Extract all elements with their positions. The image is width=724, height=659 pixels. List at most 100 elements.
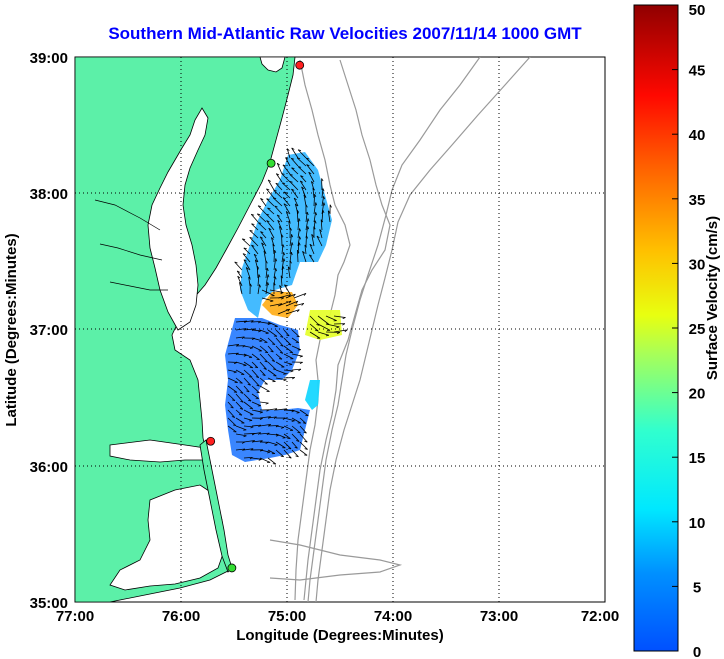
velocity-vector-head [278,358,283,360]
velocity-vector-head [270,300,274,303]
velocity-vector [267,449,276,454]
velocity-vector-head [256,391,260,394]
velocity-vector-head [301,186,305,190]
velocity-vector-head [280,455,284,458]
velocity-vector-head [255,376,259,379]
velocity-vector-head [276,173,280,176]
velocity-vector-head [266,198,270,200]
velocity-vector [309,243,315,255]
velocity-vector [309,254,315,263]
velocity-vector [291,147,299,159]
velocity-vector-head [336,326,340,329]
velocity-vector [267,179,275,191]
velocity-vector-head [325,334,329,337]
velocity-vector [251,424,261,427]
velocity-vector-head [249,236,253,239]
velocity-vector-head [329,204,332,208]
velocity-vector-head [315,329,319,332]
velocity-vector [267,433,279,436]
velocity-vector [260,231,267,239]
velocity-vector-head [299,355,303,358]
velocity-vector-head [258,432,261,435]
velocity-vector-head [304,244,307,248]
chesapeake-bay [147,107,209,331]
velocity-vector-head [266,267,269,271]
velocity-vector [327,210,331,223]
velocity-vector-head [263,250,267,254]
velocity-vector-head [294,446,298,449]
velocity-vector-head [250,426,254,429]
velocity-vector [291,409,300,413]
velocity-vector [285,309,300,315]
velocity-vector-head [288,343,292,346]
velocity-vector-head [291,242,294,246]
velocity-vector [243,361,254,369]
velocity-vector [317,331,330,336]
velocity-vector [235,448,245,451]
velocity-vector-head [285,157,289,160]
velocity-vector-head [282,164,286,167]
velocity-vector-head [283,258,286,262]
velocity-vector [259,377,268,385]
velocity-vector-head [298,166,302,168]
velocity-vector [297,218,300,231]
velocity-vector [272,197,283,207]
velocity-vector-head [275,182,279,185]
velocity-vector-head [258,424,262,428]
velocity-vector-head [321,178,324,182]
velocity-vector [267,416,277,419]
velocity-vector-head [243,247,247,250]
velocity-vector [285,300,298,307]
x-tick-label: 74:00 [374,608,412,625]
y-tick-label: 38:00 [30,186,68,203]
velocity-vector-head [323,196,325,200]
velocity-vector [243,377,251,386]
velocity-vector-head [237,270,241,273]
velocity-vector [267,353,276,362]
velocity-vector [227,385,238,393]
velocity-vector [273,250,276,263]
velocity-vector [243,320,254,323]
velocity-vector [296,157,307,167]
velocity-vector [227,401,234,409]
velocity-vector [235,393,244,403]
velocity-vector [296,210,299,223]
velocity-vector [267,361,277,370]
velocity-vector-head [281,234,284,238]
velocity-vector [256,266,259,279]
velocity-vector [283,441,292,450]
velocity-vector-head [240,392,244,394]
velocity-vector-head [273,197,277,199]
velocity-vector [243,385,250,393]
velocity-vector [243,417,253,421]
velocity-vector-head [241,336,245,339]
velocity-vector-head [288,300,292,304]
velocity-vector-head [251,213,255,216]
velocity-vector-head [233,371,237,374]
velocity-vector [251,385,260,394]
velocity-vector-head [277,219,281,223]
velocity-vector [312,187,315,199]
velocity-vector [259,337,268,343]
velocity-vector [259,432,270,435]
velocity-vector-head [254,366,258,369]
velocity-vector-head [277,162,280,166]
bathymetry-contours [269,57,531,602]
velocity-vector [283,369,294,372]
velocity-vector-head [316,324,320,326]
velocity-vector-head [288,220,291,224]
velocity-vector [251,377,260,387]
velocity-vector-head [342,323,346,326]
velocity-vector-head [298,218,301,222]
velocity-vector [291,368,301,371]
velocity-vector [325,315,337,321]
velocity-vector-head [253,253,257,257]
velocity-vector-head [296,335,300,338]
velocity-vector-head [286,211,289,214]
colorbar-tick-label: 20 [689,386,706,403]
velocity-vector [305,218,309,231]
velocity-vector [282,164,291,175]
colorbar-tick-label: 50 [689,2,706,19]
velocity-vector [267,457,277,465]
velocity-vector-head [240,400,244,403]
